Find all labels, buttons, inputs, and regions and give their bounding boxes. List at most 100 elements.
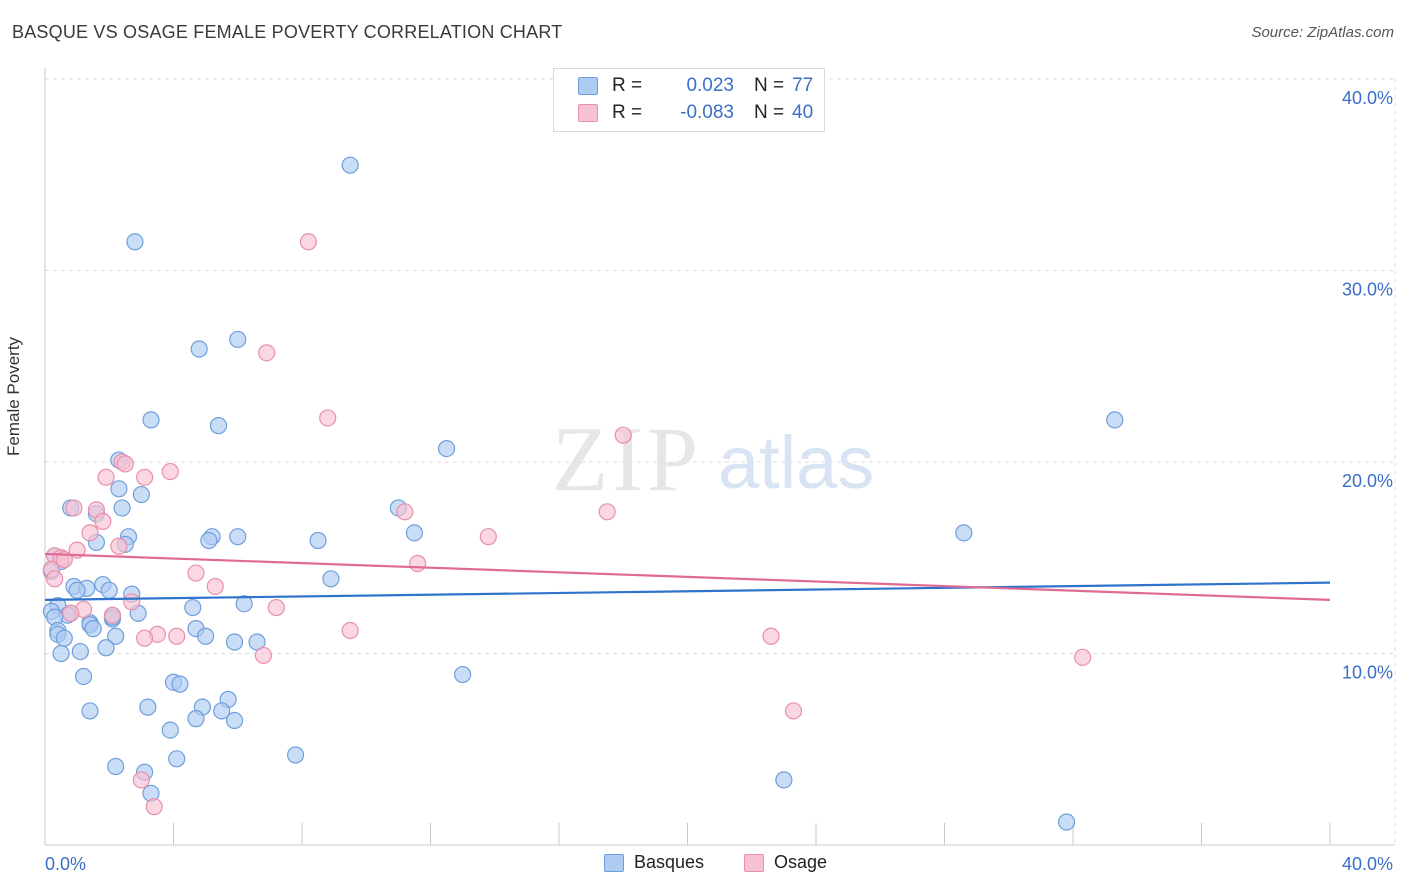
osage-point xyxy=(396,503,414,521)
basques-point xyxy=(454,665,472,684)
osage-point xyxy=(206,577,224,596)
basques-point xyxy=(107,757,125,776)
y-axis-label: Female Poverty xyxy=(4,336,23,456)
basques-swatch xyxy=(578,77,598,95)
basques-point xyxy=(55,629,73,647)
osage-point xyxy=(254,646,273,665)
basques-n-value: 77 xyxy=(792,75,814,96)
osage-point xyxy=(132,771,150,789)
osage-point xyxy=(762,627,780,645)
osage-point xyxy=(258,344,276,362)
y-tick-label: 20.0% xyxy=(1342,471,1393,491)
y-tick-label: 40.0% xyxy=(1342,88,1393,108)
basques-point xyxy=(71,642,89,661)
basques-point xyxy=(1106,411,1124,429)
basques-point xyxy=(229,528,247,546)
osage-legend-swatch xyxy=(744,853,764,872)
basques-point xyxy=(225,633,244,651)
source-label: Source: ZipAtlas.com xyxy=(1251,24,1394,41)
stats-legend: R = 0.023 N = 77 R = -0.083 N = 40 xyxy=(553,68,825,132)
osage-point xyxy=(135,468,154,486)
basques-point xyxy=(110,480,128,498)
basques-point xyxy=(209,417,228,435)
osage-point xyxy=(135,629,154,647)
basques-point xyxy=(1057,813,1076,831)
x-tick-label: 40.0% xyxy=(1342,854,1393,874)
legend-item-osage[interactable]: Osage xyxy=(744,852,827,873)
basques-point xyxy=(139,698,157,716)
osage-point xyxy=(145,798,163,816)
basques-point xyxy=(84,620,102,638)
osage-legend-label: Osage xyxy=(774,852,828,872)
basques-point xyxy=(168,750,186,768)
osage-r-label: R = xyxy=(612,102,643,123)
basques-legend-label: Basques xyxy=(634,852,705,872)
osage-point xyxy=(168,627,186,645)
osage-point xyxy=(299,233,318,251)
basques-point xyxy=(229,330,247,349)
series-legend: Basques Osage xyxy=(0,852,1406,880)
watermark-zip: ZIP xyxy=(552,408,702,510)
basques-point xyxy=(107,627,125,645)
basques-point xyxy=(213,702,231,720)
basques-point xyxy=(74,667,93,686)
y-tick-label: 10.0% xyxy=(1342,663,1393,683)
trend-lines xyxy=(44,552,1331,601)
basques-legend-swatch xyxy=(604,853,624,872)
basques-point xyxy=(341,156,359,174)
osage-point xyxy=(123,593,141,611)
osage-point xyxy=(110,537,128,555)
osage-point xyxy=(46,570,64,588)
basques-point xyxy=(142,411,160,429)
legend-item-basques[interactable]: Basques xyxy=(604,852,704,873)
basques-point xyxy=(235,595,253,613)
basques-point xyxy=(405,524,424,542)
basques-point xyxy=(309,531,327,550)
osage-point xyxy=(81,524,99,542)
basques-point xyxy=(225,711,244,730)
legend-row-basques: R = 0.023 N = 77 xyxy=(578,74,813,98)
osage-point xyxy=(97,468,115,486)
basques-point xyxy=(52,644,70,663)
osage-point xyxy=(598,503,616,521)
basques-point xyxy=(184,598,202,617)
basques-point xyxy=(81,702,99,720)
basques-point xyxy=(197,627,215,645)
basques-point xyxy=(113,499,131,517)
basques-point xyxy=(286,746,305,764)
basques-n-label: N = xyxy=(754,75,785,96)
legend-row-osage: R = -0.083 N = 40 xyxy=(578,101,813,125)
x-tick-label: 0.0% xyxy=(45,854,86,874)
basques-point xyxy=(161,721,179,739)
watermark-atlas: atlas xyxy=(718,421,874,504)
osage-point xyxy=(319,409,337,427)
osage-point xyxy=(784,702,803,720)
osage-point xyxy=(116,455,134,473)
basques-point xyxy=(126,233,144,251)
basques-point xyxy=(322,570,340,588)
osage-point xyxy=(267,598,285,617)
osage-point xyxy=(187,564,205,582)
axes xyxy=(44,68,1395,846)
basques-point xyxy=(100,581,118,599)
osage-point xyxy=(614,426,632,444)
osage-point xyxy=(103,606,122,624)
basques-point xyxy=(955,524,973,542)
basques-point xyxy=(190,340,208,358)
osage-point xyxy=(94,512,112,530)
basques-point xyxy=(68,581,86,599)
y-tick-label: 30.0% xyxy=(1342,280,1393,300)
osage-point xyxy=(409,554,427,573)
osage-point xyxy=(341,621,359,640)
watermark: ZIP atlas xyxy=(552,408,874,510)
osage-point xyxy=(479,528,497,546)
basques-r-label: R = xyxy=(612,75,643,96)
basques-point xyxy=(132,485,150,504)
osage-point xyxy=(161,462,179,481)
osage-n-label: N = xyxy=(754,102,785,123)
basques-point xyxy=(437,439,456,458)
basques-point xyxy=(187,710,205,728)
osage-point xyxy=(1074,648,1092,666)
chart-title: BASQUE VS OSAGE FEMALE POVERTY CORRELATI… xyxy=(12,22,563,42)
